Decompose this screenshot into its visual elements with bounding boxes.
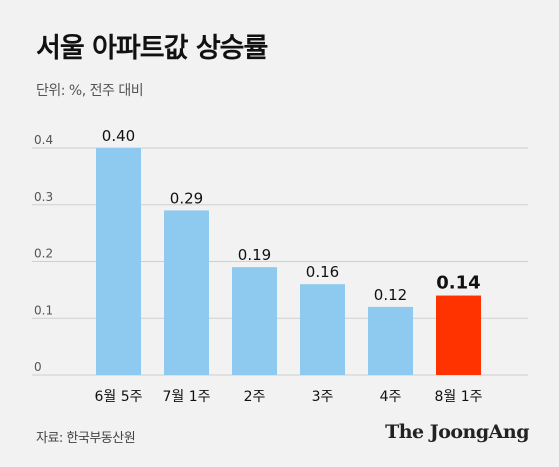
y-tick-label: 0.1 [34,303,53,317]
data-label: 0.12 [374,286,407,304]
publisher-logo: The JoongAng [385,421,529,443]
chart-title: 서울 아파트값 상승률 [36,33,268,64]
x-tick-label: 6월 5주 [94,389,142,405]
x-tick-label: 2주 [244,389,266,405]
unit-label: 단위: %, 전주 대비 [36,83,144,99]
x-tick-label: 4주 [380,389,402,405]
data-label: 0.14 [436,273,480,294]
x-tick-label: 3주 [312,389,334,405]
data-label: 0.40 [102,127,135,145]
bar [164,210,209,375]
y-tick-label: 0.4 [34,133,53,147]
source-label: 자료: 한국부동산원 [36,431,136,446]
bar [436,295,481,375]
bar [232,267,277,375]
data-label: 0.19 [238,246,271,264]
bar [368,306,413,375]
x-tick-label: 7월 1주 [162,389,210,405]
y-tick-label: 0.3 [34,190,53,204]
bar [96,148,141,375]
x-tick-label: 8월 1주 [434,389,482,405]
y-tick-label: 0.2 [34,247,53,261]
data-label: 0.16 [306,263,339,281]
bar [300,284,345,375]
data-label: 0.29 [170,189,203,207]
y-tick-label: 0 [34,360,42,374]
